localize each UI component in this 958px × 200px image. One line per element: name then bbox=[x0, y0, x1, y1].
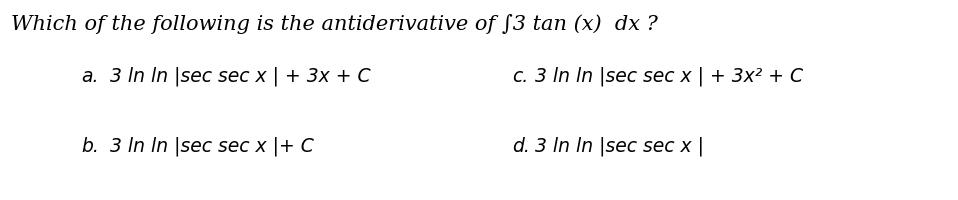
Text: 3 ln ln |sec sec x | + 3x + C: 3 ln ln |sec sec x | + 3x + C bbox=[110, 66, 371, 86]
Text: d.: d. bbox=[513, 136, 531, 156]
Text: 3 ln ln |sec sec x | + 3x² + C: 3 ln ln |sec sec x | + 3x² + C bbox=[535, 66, 803, 86]
Text: 3 ln ln |sec sec x |: 3 ln ln |sec sec x | bbox=[535, 136, 703, 156]
Text: b.: b. bbox=[81, 136, 100, 156]
Text: c.: c. bbox=[513, 66, 529, 86]
Text: 3 ln ln |sec sec x |+ C: 3 ln ln |sec sec x |+ C bbox=[110, 136, 314, 156]
Text: a.: a. bbox=[81, 66, 99, 86]
Text: Which of the following is the antiderivative of ∫3 tan (x)  dx ?: Which of the following is the antideriva… bbox=[11, 14, 658, 34]
